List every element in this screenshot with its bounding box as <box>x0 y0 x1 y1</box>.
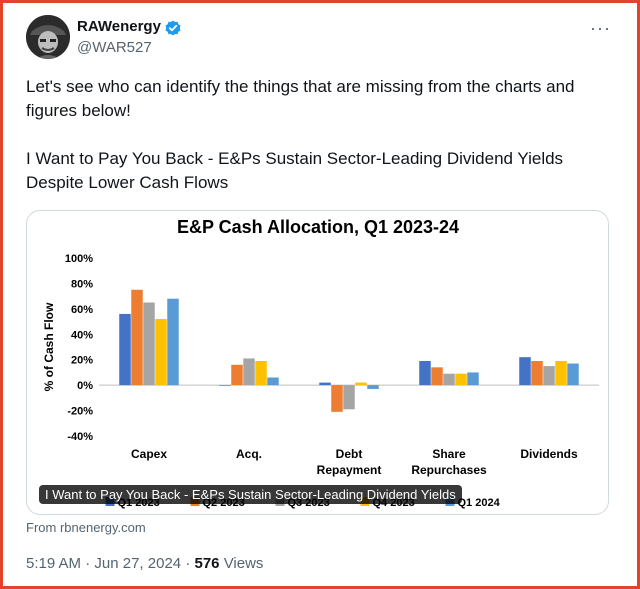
y-tick-label: 40% <box>71 329 93 341</box>
y-axis-label: % of Cash Flow <box>42 302 56 391</box>
avatar-image <box>26 15 70 59</box>
bar <box>567 363 579 386</box>
x-category-label: Dividends <box>520 447 578 461</box>
bar <box>143 302 155 386</box>
media-caption: I Want to Pay You Back - E&Ps Sustain Se… <box>39 485 462 504</box>
bar <box>555 360 567 386</box>
bar <box>255 360 267 386</box>
x-category-label: Repurchases <box>411 463 487 477</box>
bar <box>419 360 431 386</box>
tweet-time[interactable]: 5:19 AM <box>26 555 82 572</box>
meta-separator: · <box>85 555 91 572</box>
bar <box>331 385 343 412</box>
bar <box>131 289 143 386</box>
card-source-link[interactable]: From rbnenergy.com <box>26 520 146 535</box>
x-category-label: Share <box>432 447 466 461</box>
y-tick-label: -40% <box>67 431 93 443</box>
y-tick-label: 20% <box>71 355 93 367</box>
media-card[interactable]: E&P Cash Allocation, Q1 2023-24 % of Cash… <box>26 210 609 515</box>
meta-separator: · <box>185 555 191 572</box>
bar <box>231 364 243 386</box>
bar <box>119 313 131 386</box>
avatar[interactable] <box>26 15 70 59</box>
bar <box>243 358 255 386</box>
bar <box>219 385 231 386</box>
tweet-meta: 5:19 AM · Jun 27, 2024 · 576 Views <box>26 555 263 572</box>
tweet-text: Let's see who can identify the things th… <box>26 75 606 195</box>
bar <box>167 298 179 386</box>
views-label: Views <box>223 555 264 572</box>
bar <box>443 373 455 386</box>
display-name[interactable]: RAWenergy <box>77 18 161 35</box>
views-count: 576 <box>194 555 220 572</box>
bar <box>319 382 331 386</box>
bar <box>155 319 167 386</box>
y-tick-label: 80% <box>71 278 93 290</box>
x-category-label: Acq. <box>236 447 262 461</box>
chart-title: E&P Cash Allocation, Q1 2023-24 <box>177 217 459 237</box>
verified-badge-icon <box>165 20 181 36</box>
tweet-date[interactable]: Jun 27, 2024 <box>94 555 182 572</box>
bar <box>531 360 543 386</box>
bar <box>267 377 279 386</box>
y-tick-label: 60% <box>71 304 93 316</box>
x-category-label: Capex <box>131 447 167 461</box>
tweet-text-line1: Let's see who can identify the things th… <box>26 77 575 120</box>
more-options-icon[interactable]: ··· <box>590 18 611 38</box>
bar <box>519 357 531 386</box>
bar <box>431 367 443 386</box>
legend-label: Q1 2024 <box>458 497 501 509</box>
bar <box>355 382 367 386</box>
user-handle[interactable]: @WAR527 <box>77 39 152 56</box>
y-tick-label: 100% <box>65 253 93 265</box>
bar <box>343 385 355 410</box>
x-category-label: Repayment <box>317 463 382 477</box>
bar <box>543 366 555 386</box>
chart: E&P Cash Allocation, Q1 2023-24 % of Cash… <box>42 217 599 509</box>
bar <box>467 372 479 386</box>
x-category-label: Debt <box>336 447 363 461</box>
bar <box>455 373 467 386</box>
tweet-text-line2: I Want to Pay You Back - E&Ps Sustain Se… <box>26 149 564 192</box>
y-tick-label: -20% <box>67 406 93 418</box>
y-tick-label: 0% <box>77 380 93 392</box>
bar <box>367 385 379 389</box>
